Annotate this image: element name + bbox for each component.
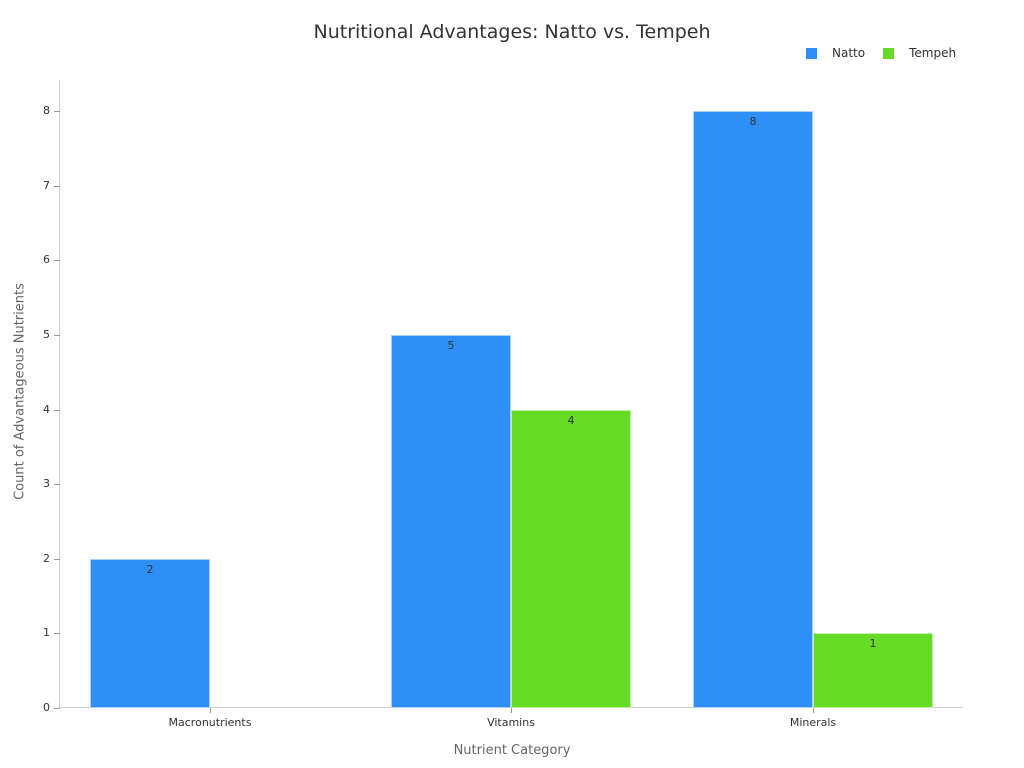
bar-value-label: 1 [869, 637, 877, 651]
y-tick-label: 8 [43, 104, 50, 117]
bar-value-label: 2 [146, 562, 154, 576]
y-tick [54, 185, 60, 187]
x-tick-label: Vitamins [487, 716, 535, 729]
y-tick [54, 708, 60, 709]
x-tick [210, 708, 211, 713]
y-tick [54, 111, 60, 112]
bar-value-label: 5 [447, 338, 455, 352]
y-tick [54, 409, 60, 411]
bar-tempeh-minerals[interactable] [813, 633, 933, 708]
y-tick-label: 4 [43, 402, 50, 416]
y-tick [54, 484, 60, 486]
y-tick-label: 5 [43, 327, 50, 341]
y-tick [54, 633, 60, 635]
y-tick-label: 7 [43, 178, 50, 192]
y-tick [54, 260, 60, 262]
x-tick-label: Macronutrients [168, 716, 252, 729]
x-axis-label: Nutrient Category [453, 743, 571, 758]
bar-value-label: 8 [749, 115, 757, 128]
chart-title: Nutritional Advantages: Natto vs. Tempeh [313, 21, 711, 43]
y-axis-label: Count of Advantageous Nutrients [12, 283, 28, 500]
legend-swatch-natto [806, 47, 817, 59]
y-tick-label: 6 [43, 253, 50, 267]
legend-label-tempeh: Tempeh [909, 46, 957, 60]
x-tick [511, 708, 512, 713]
bar-natto-minerals[interactable] [693, 111, 813, 708]
legend-item-natto[interactable]: Natto [806, 46, 865, 60]
legend-swatch-tempeh [883, 47, 895, 59]
legend-item-tempeh[interactable]: Tempeh [883, 46, 956, 60]
y-tick-label: 2 [43, 551, 50, 565]
x-tick [813, 708, 814, 713]
y-tick-label: 0 [43, 701, 50, 714]
y-tick [54, 334, 60, 336]
legend: Natto Tempeh [806, 46, 974, 60]
y-axis-line [59, 80, 60, 708]
y-tick-label: 3 [43, 477, 50, 491]
bar-natto-macronutrients[interactable] [90, 558, 210, 708]
bar-natto-vitamins[interactable] [391, 334, 511, 708]
y-tick-label: 1 [43, 626, 50, 640]
x-tick-label: Minerals [789, 716, 837, 729]
legend-label-natto: Natto [832, 46, 866, 60]
bar-value-label: 4 [567, 413, 575, 427]
y-tick [54, 558, 60, 560]
bar-tempeh-vitamins[interactable] [511, 409, 631, 708]
